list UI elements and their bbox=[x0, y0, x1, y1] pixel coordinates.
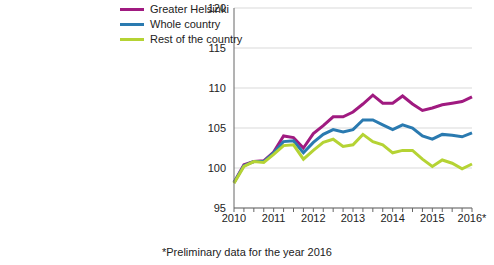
svg-text:95: 95 bbox=[214, 202, 226, 214]
svg-text:2015: 2015 bbox=[420, 212, 444, 224]
svg-text:110: 110 bbox=[208, 82, 226, 94]
svg-text:2011: 2011 bbox=[262, 212, 286, 224]
svg-text:2014: 2014 bbox=[380, 212, 404, 224]
svg-text:100: 100 bbox=[208, 162, 226, 174]
svg-text:2012: 2012 bbox=[301, 212, 325, 224]
svg-text:2013: 2013 bbox=[341, 212, 365, 224]
svg-text:2016*: 2016* bbox=[458, 212, 486, 224]
svg-text:115: 115 bbox=[208, 42, 226, 54]
svg-text:120: 120 bbox=[208, 2, 226, 14]
svg-text:105: 105 bbox=[208, 122, 226, 134]
